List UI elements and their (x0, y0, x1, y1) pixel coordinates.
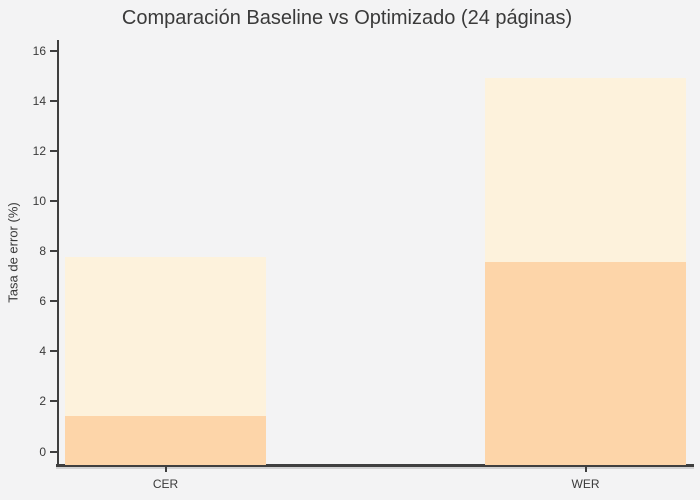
x-tick-label-wer: WER (571, 477, 600, 491)
x-axis-spine (56, 464, 694, 467)
y-tick-mark (50, 400, 57, 403)
y-tick-label: 12 (32, 143, 46, 158)
y-tick-mark (50, 250, 57, 253)
y-tick-label: 2 (39, 394, 46, 409)
bar-optimizado-wer (485, 262, 686, 465)
y-tick-mark (50, 350, 57, 353)
y-tick-label: 8 (39, 244, 46, 259)
y-tick-mark (50, 199, 57, 202)
y-tick-label: 16 (32, 43, 46, 58)
y-tick-mark (50, 450, 57, 453)
y-tick-mark (50, 149, 57, 152)
y-tick-label: 6 (39, 294, 46, 309)
y-tick-mark (50, 300, 57, 303)
x-tick-label-cer: CER (152, 477, 179, 491)
bar-optimizado-cer (65, 416, 266, 465)
chart-title: Comparación Baseline vs Optimizado (24 p… (121, 7, 573, 29)
y-axis-spine (57, 40, 59, 467)
y-tick-label: 14 (32, 93, 46, 108)
y-tick-label: 0 (39, 444, 46, 459)
x-tick-mark (584, 467, 587, 472)
y-tick-label: 10 (32, 193, 46, 208)
x-tick-mark (164, 467, 167, 472)
y-tick-label: 4 (39, 344, 46, 359)
y-tick-mark (50, 99, 57, 102)
y-tick-mark (50, 49, 57, 52)
